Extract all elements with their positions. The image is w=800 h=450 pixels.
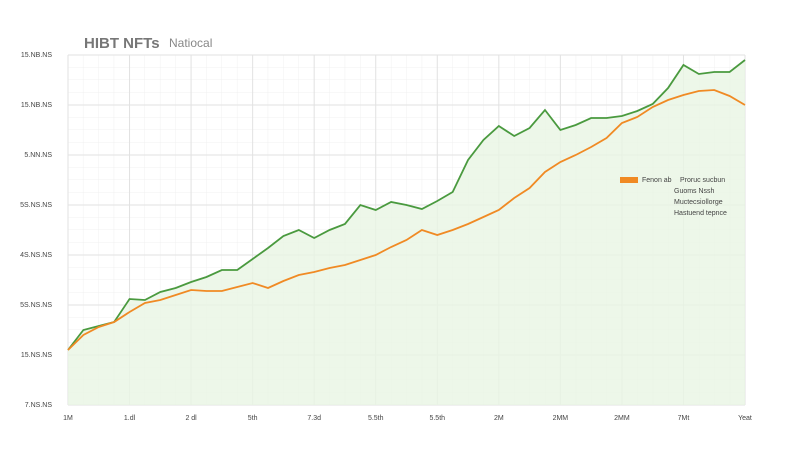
x-tick-label: 2M <box>494 415 504 422</box>
legend-note: Proruc sucbun <box>680 177 725 184</box>
x-tick-label: 2 dl <box>185 415 197 422</box>
y-tick-label: 15.NB.NS <box>21 102 52 109</box>
line <box>67 59 746 351</box>
chart-subtitle: Natiocal <box>169 36 212 50</box>
area <box>68 60 745 405</box>
y-tick-label: 7.NS.NS <box>25 402 53 409</box>
chart-title: HIBT NFTs <box>84 35 160 52</box>
y-tick-label: 15.NB.NS <box>21 52 52 59</box>
x-tick-label: 1M <box>63 415 73 422</box>
legend-label: Fenon ab <box>642 177 672 184</box>
y-tick-label: 5.NN.NS <box>24 152 52 159</box>
x-tick-label: 2MM <box>553 415 569 422</box>
x-tick-label: Yeat <box>738 415 752 422</box>
y-tick-label: 15.NS.NS <box>21 352 52 359</box>
y-tick-label: 4S.NS.NS <box>20 252 52 259</box>
y-tick-label: 5S.NS.NS <box>20 202 52 209</box>
y-tick-label: 5S.NS.NS <box>20 302 52 309</box>
legend-swatch <box>620 177 638 183</box>
x-tick-label: 2MM <box>614 415 630 422</box>
legend-note: Hastuend tepnce <box>674 210 727 217</box>
x-tick-label: 5.5th <box>368 415 384 422</box>
legend-note: Muctecsiollorge <box>674 199 723 206</box>
x-tick-label: 7.3d <box>307 415 321 422</box>
line <box>67 89 746 351</box>
x-tick-label: 5.5th <box>429 415 445 422</box>
legend-note: Guoms Nssh <box>674 188 715 195</box>
x-tick-label: 7Mt <box>678 415 690 422</box>
x-tick-label: 1.dl <box>124 415 136 422</box>
x-tick-label: 5th <box>248 415 258 422</box>
